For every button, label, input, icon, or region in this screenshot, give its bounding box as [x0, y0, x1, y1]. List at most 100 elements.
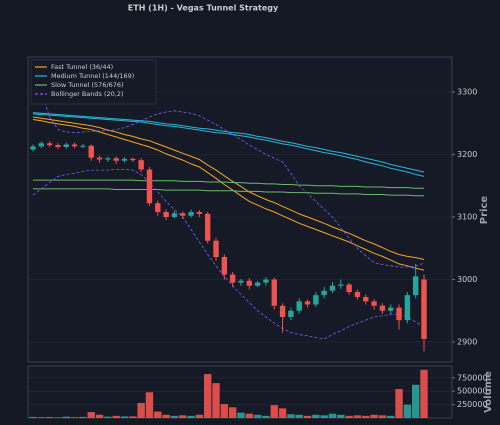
- volume-tick-label: 250000: [457, 400, 488, 409]
- volume-bar: [237, 412, 245, 418]
- candle-body: [321, 290, 327, 296]
- candle-body: [163, 212, 169, 217]
- volume-bar: [162, 414, 170, 418]
- volume-bar: [337, 414, 345, 418]
- candle-body: [38, 143, 45, 147]
- volume-bar: [320, 415, 328, 418]
- candle-body: [155, 203, 161, 212]
- volume-bar: [179, 415, 187, 418]
- overlay-line: [32, 112, 425, 173]
- volume-bar: [137, 402, 145, 418]
- volume-bar: [129, 416, 137, 418]
- volume-bar: [170, 415, 179, 418]
- candle-body: [188, 212, 194, 216]
- volume-bar: [262, 415, 270, 418]
- candle-body: [46, 143, 53, 146]
- overlay-line: [32, 63, 425, 268]
- volume-bar: [79, 416, 87, 418]
- candle-body: [113, 158, 119, 161]
- y-tick-label: 2900: [457, 338, 477, 347]
- candle-body: [180, 213, 186, 216]
- candle-body: [130, 158, 136, 161]
- volume-bar: [228, 407, 237, 418]
- volume-bar: [370, 414, 378, 418]
- volume-bar: [45, 417, 54, 418]
- volume-bar: [145, 392, 154, 418]
- volume-bar: [104, 416, 112, 418]
- candle-body: [412, 276, 419, 296]
- volume-tick-label: 750000: [457, 373, 488, 382]
- candle-body: [313, 295, 319, 305]
- volume-bar: [154, 411, 162, 418]
- legend-box: [30, 59, 157, 105]
- volume-bar: [62, 416, 70, 418]
- overlay-line: [33, 188, 424, 197]
- volume-bar: [70, 417, 79, 418]
- volume-bar: [245, 413, 254, 418]
- candle-body: [271, 279, 277, 306]
- candle-body: [421, 279, 427, 339]
- candle-body: [404, 295, 411, 321]
- plot-layer: 2900 3000 3100 3200 3300 250000 500000 750000 Fa…: [28, 59, 488, 418]
- y-tick-label: 3100: [457, 213, 477, 222]
- candle-body: [296, 301, 302, 311]
- candle-body: [30, 146, 36, 150]
- candle-body: [221, 257, 228, 275]
- volume-bar: [203, 374, 212, 418]
- volume-bar: [312, 414, 320, 418]
- legend: Fast Tunnel (36/44)Medium Tunnel (144/16…: [30, 59, 157, 105]
- candle-body: [213, 240, 219, 257]
- candle-body: [246, 280, 253, 286]
- y-tick-label: 3000: [457, 275, 477, 284]
- volume-bar: [253, 414, 262, 418]
- legend-label: Bollinger Bands (20,2): [51, 90, 124, 98]
- volume-panel: [27, 365, 453, 419]
- candle-body: [204, 213, 211, 241]
- legend-label: Medium Tunnel (144/169): [51, 72, 134, 80]
- volume-bar: [345, 415, 353, 418]
- candle-body: [279, 305, 286, 317]
- candle-body: [96, 157, 103, 160]
- candle-body: [338, 284, 344, 286]
- volume-bar: [295, 414, 303, 418]
- volume-bar: [303, 415, 312, 418]
- candle-body: [55, 145, 61, 147]
- volume-bar: [195, 414, 204, 418]
- overlay-line: [32, 119, 425, 271]
- overlay-line: [33, 179, 424, 189]
- volume-bar: [278, 408, 287, 418]
- price-panel: [27, 56, 453, 363]
- candle-body: [329, 285, 336, 291]
- overlay-lines: [32, 63, 425, 340]
- volume-bar: [395, 389, 403, 418]
- volume-bar: [187, 415, 195, 418]
- candle-body: [379, 305, 386, 311]
- legend-label: Slow Tunnel (576/676): [51, 81, 124, 89]
- volume-bar: [287, 414, 295, 418]
- legend-label: Fast Tunnel (36/44): [51, 63, 113, 71]
- volume-bar: [353, 415, 362, 418]
- candle-body: [396, 307, 402, 321]
- candle-body: [263, 279, 269, 283]
- volume-bar: [95, 414, 104, 418]
- volume-bar: [403, 404, 412, 418]
- candle-body: [71, 144, 78, 147]
- overlay-line: [32, 116, 425, 260]
- volume-bar: [87, 412, 95, 418]
- candle-body: [304, 301, 311, 305]
- candle-body: [105, 158, 111, 160]
- volume-bar: [270, 405, 278, 418]
- y-tick-label: 3300: [457, 88, 477, 97]
- candle-body: [171, 213, 178, 217]
- candle-body: [196, 212, 203, 214]
- volume-bar: [378, 415, 387, 418]
- volume-tick-label: 500000: [457, 387, 488, 396]
- candle-body: [138, 160, 144, 170]
- overlay-line: [32, 113, 425, 177]
- candle-body: [146, 169, 153, 204]
- volume-bar: [29, 416, 37, 418]
- candle-body: [388, 307, 394, 311]
- volume-bar: [212, 383, 220, 418]
- candle-body: [354, 292, 361, 297]
